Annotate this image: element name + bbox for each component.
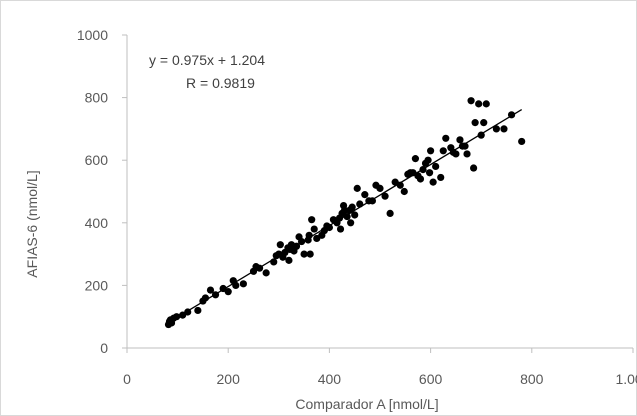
data-point (348, 203, 356, 211)
data-point (376, 184, 384, 192)
data-point (325, 223, 333, 232)
y-tick-label: 0 (100, 340, 108, 356)
trendline-equation: y = 0.975x + 1.204 (149, 52, 265, 68)
data-point (429, 178, 437, 186)
data-point (500, 125, 508, 133)
data-point (482, 100, 490, 108)
data-point (424, 156, 432, 164)
data-point (206, 286, 215, 294)
data-point (411, 155, 420, 163)
data-point (475, 100, 483, 108)
trendline-layer (167, 109, 523, 324)
y-tick-label: 1000 (77, 27, 108, 43)
data-point (442, 134, 450, 142)
x-tick-label: 0 (123, 371, 131, 387)
y-tick-label: 400 (85, 215, 109, 231)
data-point (306, 250, 314, 258)
data-point (239, 280, 247, 288)
data-point (353, 184, 361, 192)
data-point (343, 212, 351, 221)
x-tick-label: 400 (318, 371, 342, 387)
points-layer (164, 97, 526, 329)
data-point (471, 119, 479, 127)
data-point (285, 256, 293, 264)
data-point (456, 136, 464, 144)
data-point (518, 137, 526, 146)
data-point (463, 150, 471, 158)
y-tick-label: 600 (85, 152, 109, 168)
x-tick-label: 200 (217, 371, 241, 387)
data-point (224, 288, 232, 296)
data-point (480, 119, 488, 127)
data-point (437, 173, 445, 182)
data-point (381, 192, 389, 200)
data-point (194, 306, 202, 315)
data-point (361, 191, 369, 199)
x-tick-label: 800 (520, 371, 544, 387)
y-tick-label: 800 (85, 90, 109, 106)
data-point (310, 225, 318, 233)
data-point (432, 162, 440, 171)
data-point (300, 250, 308, 258)
data-point (308, 216, 316, 224)
data-point (425, 169, 434, 177)
data-point (439, 147, 447, 155)
data-point (336, 225, 345, 233)
data-point (340, 206, 349, 214)
data-point (492, 125, 500, 133)
data-point (467, 97, 475, 105)
data-point (416, 175, 425, 183)
x-tick-label: 600 (419, 371, 443, 387)
data-point (452, 150, 460, 158)
x-axis-title: Comparador A [nmol/L] (295, 396, 438, 412)
data-point (470, 164, 478, 172)
x-tick-label: 1.000 (615, 371, 637, 387)
data-point (400, 187, 408, 196)
data-point (276, 241, 284, 249)
data-point (386, 209, 394, 218)
data-point (427, 147, 435, 155)
correlation-label: R = 0.9819 (186, 75, 255, 91)
data-point (262, 269, 270, 277)
data-point (347, 219, 355, 227)
y-axis-title: AFIAS-6 (nmol/L] (24, 170, 40, 277)
data-point (351, 211, 359, 219)
y-tick-label: 200 (85, 277, 109, 293)
axes-layer: 0 200 400 600 800 1.000 0 200 400 600 800 1000 (77, 27, 637, 387)
trendline (167, 109, 523, 324)
